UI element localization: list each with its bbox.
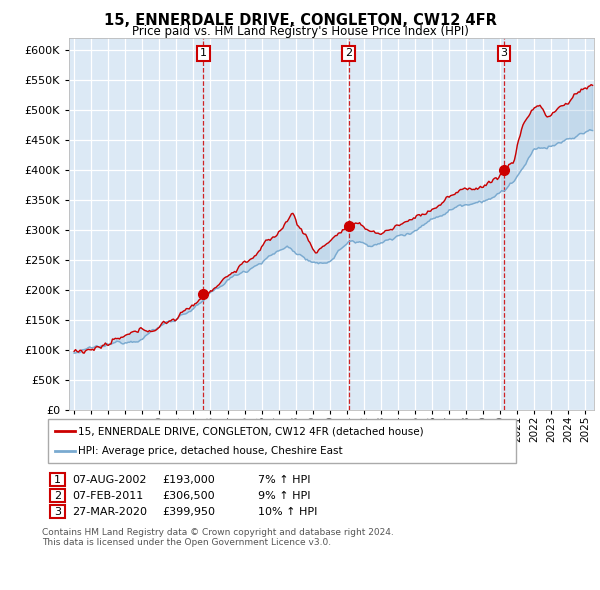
Text: 07-FEB-2011: 07-FEB-2011 bbox=[72, 491, 143, 500]
Text: 07-AUG-2002: 07-AUG-2002 bbox=[72, 475, 146, 484]
Text: HPI: Average price, detached house, Cheshire East: HPI: Average price, detached house, Ches… bbox=[78, 446, 343, 455]
Text: 3: 3 bbox=[500, 48, 508, 58]
Text: 9% ↑ HPI: 9% ↑ HPI bbox=[258, 491, 311, 500]
Text: 27-MAR-2020: 27-MAR-2020 bbox=[72, 507, 147, 516]
Text: £193,000: £193,000 bbox=[162, 475, 215, 484]
Text: 15, ENNERDALE DRIVE, CONGLETON, CW12 4FR: 15, ENNERDALE DRIVE, CONGLETON, CW12 4FR bbox=[104, 13, 496, 28]
Text: 2: 2 bbox=[345, 48, 352, 58]
Text: Price paid vs. HM Land Registry's House Price Index (HPI): Price paid vs. HM Land Registry's House … bbox=[131, 25, 469, 38]
Text: 1: 1 bbox=[54, 475, 61, 484]
Text: £306,500: £306,500 bbox=[162, 491, 215, 500]
Text: 7% ↑ HPI: 7% ↑ HPI bbox=[258, 475, 311, 484]
Text: 3: 3 bbox=[54, 507, 61, 516]
Text: 10% ↑ HPI: 10% ↑ HPI bbox=[258, 507, 317, 516]
Text: 2: 2 bbox=[54, 491, 61, 500]
Text: Contains HM Land Registry data © Crown copyright and database right 2024.: Contains HM Land Registry data © Crown c… bbox=[42, 528, 394, 537]
Text: 15, ENNERDALE DRIVE, CONGLETON, CW12 4FR (detached house): 15, ENNERDALE DRIVE, CONGLETON, CW12 4FR… bbox=[78, 427, 424, 436]
Text: This data is licensed under the Open Government Licence v3.0.: This data is licensed under the Open Gov… bbox=[42, 538, 331, 547]
Text: 1: 1 bbox=[200, 48, 207, 58]
Text: £399,950: £399,950 bbox=[162, 507, 215, 516]
